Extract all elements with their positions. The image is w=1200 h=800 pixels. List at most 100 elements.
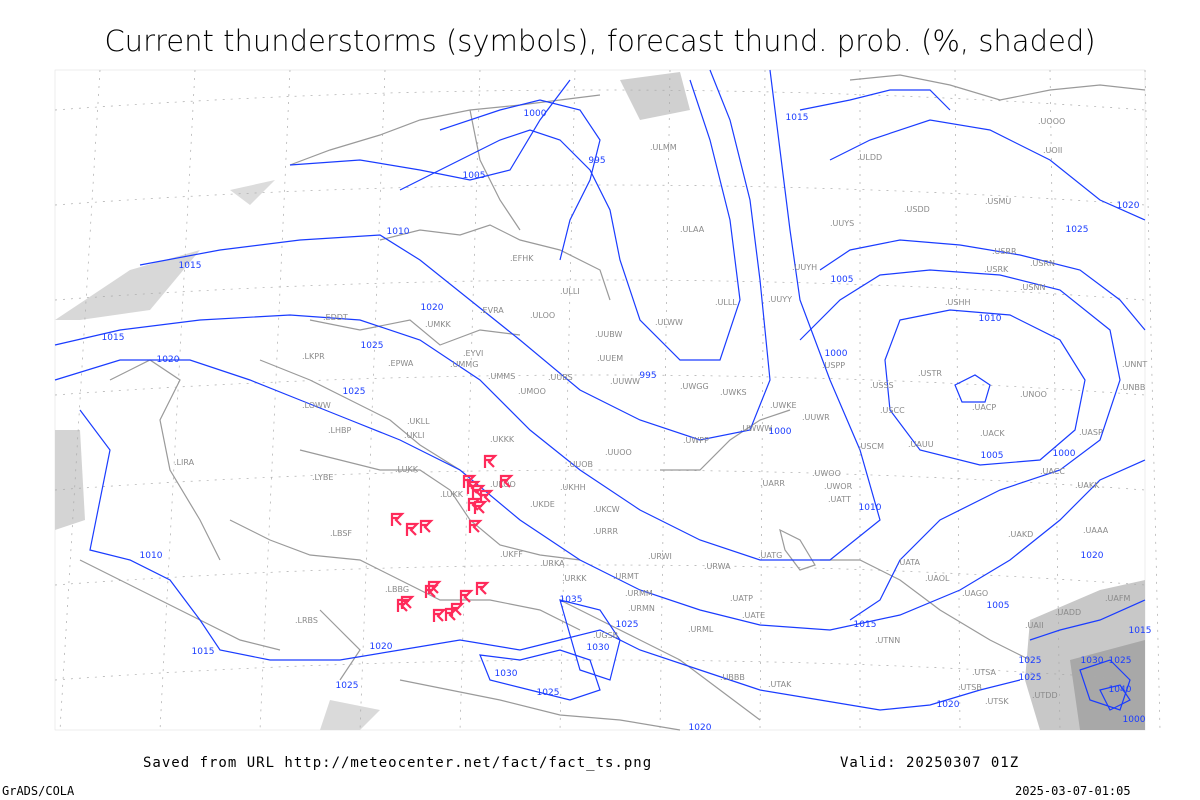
probability-shading	[55, 72, 1145, 730]
station-label: .LHBP	[328, 426, 352, 435]
station-label: .UTAK	[768, 680, 792, 689]
station-label: .UWKE	[770, 401, 797, 410]
station-label: .UUYY	[768, 295, 792, 304]
station-label: .USRR	[992, 247, 1017, 256]
station-label: .UKCW	[593, 505, 620, 514]
parallel-line	[54, 659, 1146, 681]
station-label: .URWA	[704, 562, 731, 571]
station-label: .UUWW	[610, 377, 640, 386]
parallel-line	[54, 184, 1146, 206]
station-label: .UADD	[1055, 608, 1081, 617]
station-label: .UTNN	[875, 636, 900, 645]
isobar-label: 1040	[1109, 685, 1132, 695]
station-label: .URRR	[593, 527, 619, 536]
station-label: .UKFF	[500, 550, 523, 559]
station-label: .LRBS	[295, 616, 318, 625]
isobar-label: 1010	[387, 227, 410, 237]
station-label: .UARR	[760, 479, 785, 488]
isobar-label: 1005	[987, 601, 1010, 611]
station-label: .UWGG	[680, 382, 709, 391]
isobar-label: 1020	[689, 723, 712, 733]
parallel-line	[54, 374, 1146, 396]
station-label: .EPWA	[388, 359, 414, 368]
station-label: .USNN	[1020, 283, 1045, 292]
parallel-line	[54, 564, 1146, 586]
parallel-line	[54, 89, 1146, 111]
station-label: .URWI	[648, 552, 672, 561]
station-label: .UNBB	[1120, 383, 1145, 392]
station-label: .USCC	[880, 406, 905, 415]
isobar-label: 1000	[1053, 449, 1076, 459]
isobar-label: 1010	[979, 314, 1002, 324]
station-label: .UNNT	[1122, 360, 1147, 369]
isobar-label: 1015	[102, 333, 125, 343]
station-labels: .ULMM .ULAA .EFHK .ULLI .ULOO .EVRA .UMKK .EYVI…	[174, 117, 1147, 706]
station-label: .UUOB	[567, 460, 593, 469]
thunderstorm-symbol	[479, 489, 494, 503]
station-label: .LUKK	[395, 465, 419, 474]
station-label: .UATG	[758, 551, 782, 560]
station-label: .UAOL	[925, 574, 950, 583]
isobar-label: 1025	[361, 341, 384, 351]
station-label: .EVRA	[480, 306, 504, 315]
station-label: .UAUU	[908, 440, 934, 449]
station-label: .LKPR	[302, 352, 325, 361]
station-label: .UMKK	[425, 320, 452, 329]
isobar-label: 1000	[1123, 715, 1146, 725]
station-label: .UUWR	[802, 413, 830, 422]
station-label: .UUBW	[595, 330, 622, 339]
isobar-label: 1030	[495, 669, 518, 679]
station-label: .UAAA	[1083, 526, 1109, 535]
thunderstorm-symbol	[400, 595, 415, 609]
station-label: .UKLI	[404, 431, 424, 440]
station-label: .UACP	[972, 403, 996, 412]
station-label: .UATE	[742, 611, 765, 620]
station-label: .LBBG	[385, 585, 409, 594]
isobar-label: 1005	[981, 451, 1004, 461]
station-label: .USSS	[870, 381, 894, 390]
station-label: .UAII	[1025, 621, 1044, 630]
station-label: .USHH	[945, 298, 971, 307]
isobar-labels: 1000 995 1005 1010 1015 1020 1025 1015 1020 1025 1…	[102, 109, 1152, 733]
station-label: .EFHK	[510, 254, 534, 263]
station-label: .USRK	[984, 265, 1009, 274]
station-label: .UKKK	[490, 435, 515, 444]
isobar-label: 1025	[343, 387, 366, 397]
station-label: .ULDD	[857, 153, 882, 162]
station-label: .USPP	[822, 361, 845, 370]
station-label: .LIRA	[174, 458, 195, 467]
station-label: .UTSA	[972, 668, 997, 677]
station-label: .LYBE	[312, 473, 333, 482]
station-label: .URKA	[540, 559, 565, 568]
station-label: .ULMM	[650, 143, 677, 152]
isobar-label: 1035	[560, 595, 583, 605]
isobar-label: 1025	[1019, 673, 1042, 683]
thunderstorm-symbol	[471, 484, 486, 498]
isobar-label: 1025	[1109, 656, 1132, 666]
station-label: .ULAA	[680, 225, 705, 234]
station-label: .UUYS	[830, 219, 854, 228]
isobar-label: 1025	[537, 688, 560, 698]
station-label: .USMU	[985, 197, 1011, 206]
station-label: .LUKK	[440, 490, 464, 499]
thunderstorm-symbols	[390, 454, 514, 622]
thunderstorm-symbol	[499, 474, 514, 488]
isobar-label: 1000	[769, 427, 792, 437]
thunderstorm-symbol	[432, 608, 447, 622]
station-label: .URMT	[613, 572, 639, 581]
isobar-label: 1005	[831, 275, 854, 285]
lat-lon-grid	[54, 69, 1161, 731]
generation-timestamp: 2025-03-07-01:05	[1015, 784, 1131, 798]
station-label: .ULLI	[560, 287, 580, 296]
isobar-label: 1025	[1066, 225, 1089, 235]
station-label: .UNOO	[1020, 390, 1047, 399]
isobar-label: 1030	[587, 643, 610, 653]
isobars	[54, 69, 1146, 711]
station-label: .UACK	[980, 429, 1005, 438]
station-label: .UBBB	[720, 673, 745, 682]
thunderstorm-symbol	[424, 584, 439, 598]
station-label: .UMMS	[488, 372, 515, 381]
map-title: Current thunderstorms (symbols), forecas…	[104, 24, 1096, 58]
isobar-label: 1015	[854, 620, 877, 630]
